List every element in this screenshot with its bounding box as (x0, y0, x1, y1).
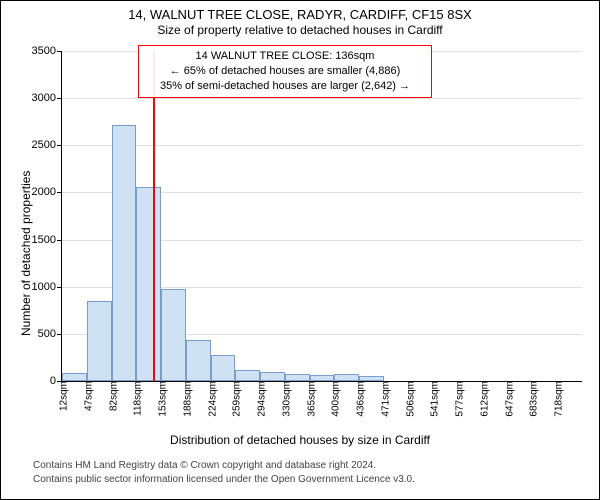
ytick-label: 2000 (32, 186, 62, 198)
x-axis-label: Distribution of detached houses by size … (1, 433, 599, 447)
credits-line-1: Contains HM Land Registry data © Crown c… (33, 459, 415, 473)
reference-line (153, 51, 155, 381)
xtick-label: 294sqm (253, 381, 268, 417)
histogram-bar (112, 125, 137, 381)
histogram-bar (186, 340, 211, 381)
infobox-line-3: 35% of semi-detached houses are larger (… (145, 79, 425, 94)
xtick-label: 683sqm (525, 381, 540, 417)
credits-line-2: Contains public sector information licen… (33, 473, 415, 487)
histogram-bar (260, 372, 285, 381)
histogram-bar (334, 374, 359, 381)
xtick-label: 612sqm (475, 381, 490, 417)
infobox-line-1: 14 WALNUT TREE CLOSE: 136sqm (145, 49, 425, 64)
xtick-label: 224sqm (203, 381, 218, 417)
credits: Contains HM Land Registry data © Crown c… (33, 459, 415, 486)
xtick-label: 577sqm (451, 381, 466, 417)
page-title: 14, WALNUT TREE CLOSE, RADYR, CARDIFF, C… (1, 7, 599, 22)
xtick-label: 47sqm (79, 381, 94, 411)
xtick-label: 718sqm (550, 381, 565, 417)
info-box: 14 WALNUT TREE CLOSE: 136sqm ← 65% of de… (138, 45, 432, 98)
xtick-label: 506sqm (401, 381, 416, 417)
histogram-bar (161, 289, 186, 381)
histogram-bar (87, 301, 112, 381)
gridline (62, 145, 582, 146)
plot-area: 050010001500200025003000350012sqm47sqm82… (61, 51, 582, 382)
xtick-label: 400sqm (327, 381, 342, 417)
page-subtitle: Size of property relative to detached ho… (1, 23, 599, 37)
xtick-label: 12sqm (55, 381, 70, 411)
histogram-bar (211, 355, 236, 381)
xtick-label: 153sqm (154, 381, 169, 417)
ytick-label: 500 (38, 328, 62, 340)
y-axis-label: Number of detached properties (19, 171, 33, 336)
ytick-label: 1000 (32, 281, 62, 293)
gridline (62, 98, 582, 99)
xtick-label: 647sqm (500, 381, 515, 417)
xtick-label: 541sqm (426, 381, 441, 417)
histogram-bar (235, 370, 260, 381)
chart-container: 14, WALNUT TREE CLOSE, RADYR, CARDIFF, C… (0, 0, 600, 500)
xtick-label: 259sqm (228, 381, 243, 417)
ytick-label: 1500 (32, 234, 62, 246)
xtick-label: 365sqm (302, 381, 317, 417)
histogram-bar (136, 187, 161, 381)
xtick-label: 436sqm (352, 381, 367, 417)
histogram-bar (285, 374, 310, 381)
ytick-label: 2500 (32, 139, 62, 151)
xtick-label: 82sqm (104, 381, 119, 411)
infobox-line-2: ← 65% of detached houses are smaller (4,… (145, 64, 425, 79)
ytick-label: 3500 (32, 45, 62, 57)
ytick-label: 3000 (32, 92, 62, 104)
xtick-label: 471sqm (376, 381, 391, 417)
xtick-label: 118sqm (129, 381, 144, 416)
xtick-label: 188sqm (178, 381, 193, 417)
histogram-bar (62, 373, 87, 381)
xtick-label: 330sqm (277, 381, 292, 417)
